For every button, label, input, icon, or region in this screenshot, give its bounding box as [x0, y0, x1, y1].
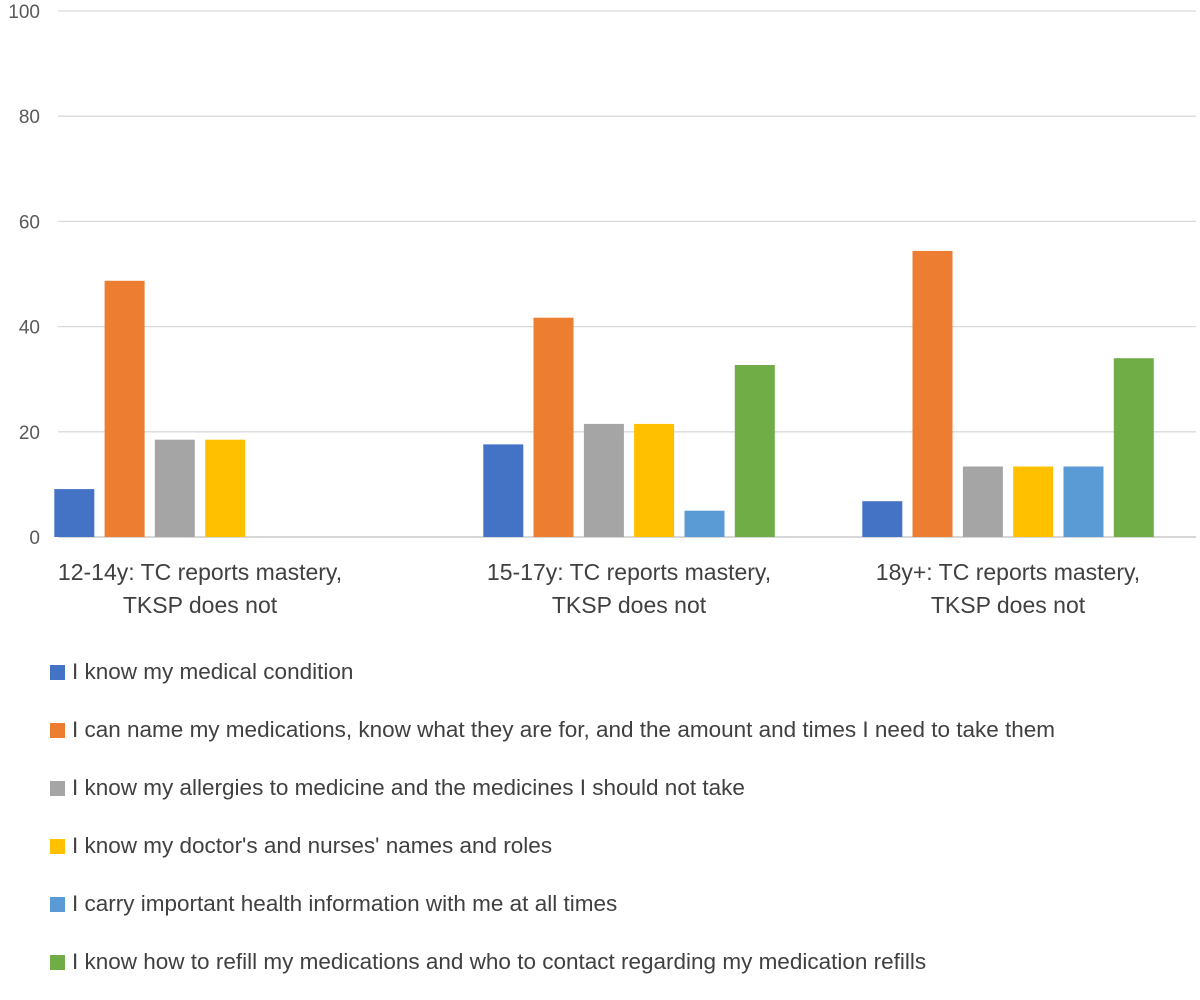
x-axis-category-labels: 12-14y: TC reports mastery, TKSP does not…: [58, 559, 1140, 618]
legend-swatch: [50, 781, 65, 796]
gridlines: [58, 10, 1196, 538]
bar-series-6-group-2: [734, 365, 775, 537]
bar-series-4-group-2: [634, 423, 675, 537]
bar-chart: 0 20 40 60 80 100 12-14y: TC reports mastery,…: [8, 2, 1196, 618]
bar-series-1-group-2: [483, 444, 524, 537]
y-tick-label: 20: [19, 423, 40, 444]
category-label: 12-14y: TC reports mastery, TKSP does not: [58, 559, 342, 618]
legend-swatch: [50, 955, 65, 970]
legend-item: I know how to refill my medications and …: [50, 942, 1190, 1000]
bar-series-1-group-3: [862, 501, 903, 537]
bar-series-6-group-3: [1113, 358, 1154, 537]
bar-series-2-group-3: [912, 250, 953, 537]
y-tick-label: 80: [19, 107, 40, 128]
legend-swatch: [50, 839, 65, 854]
bar-series-2-group-1: [104, 280, 145, 537]
bar-series-3-group-2: [583, 423, 624, 537]
legend-label: I know my allergies to medicine and the …: [72, 775, 745, 800]
legend-swatch: [50, 723, 65, 738]
legend-item: I know my medical condition: [50, 652, 1190, 710]
legend-swatch: [50, 897, 65, 912]
bar-series-2-group-2: [533, 317, 574, 537]
bars: [54, 250, 1154, 537]
legend-label: I know how to refill my medications and …: [72, 949, 927, 974]
legend-item: I carry important health information wit…: [50, 884, 1190, 942]
y-axis-tick-labels: 0 20 40 60 80 100: [8, 2, 40, 549]
legend-item: I know my doctor's and nurses' names and…: [50, 826, 1190, 884]
bar-series-1-group-1: [54, 489, 95, 537]
legend-label: I know my medical condition: [72, 659, 354, 684]
legend-label: I carry important health information wit…: [72, 891, 618, 916]
category-label: 15-17y: TC reports mastery, TKSP does not: [487, 559, 771, 618]
legend-label: I can name my medications, know what the…: [72, 717, 1056, 742]
bar-series-5-group-3: [1063, 466, 1104, 537]
legend-item: I know my allergies to medicine and the …: [50, 768, 1190, 826]
bar-series-4-group-3: [1013, 466, 1054, 537]
y-tick-label: 0: [29, 528, 40, 549]
category-label: 18y+: TC reports mastery, TKSP does not: [876, 559, 1140, 618]
bar-series-5-group-2: [684, 510, 725, 537]
legend-swatch: [50, 665, 65, 680]
bar-series-3-group-3: [962, 466, 1003, 537]
y-tick-label: 40: [19, 318, 40, 339]
legend-item: I can name my medications, know what the…: [50, 710, 1190, 768]
bar-series-3-group-1: [154, 439, 195, 537]
legend: I know my medical condition I can name my…: [50, 652, 1190, 1000]
bar-series-4-group-1: [205, 439, 246, 537]
y-tick-label: 100: [8, 2, 40, 23]
y-tick-label: 60: [19, 212, 40, 233]
legend-label: I know my doctor's and nurses' names and…: [72, 833, 553, 858]
